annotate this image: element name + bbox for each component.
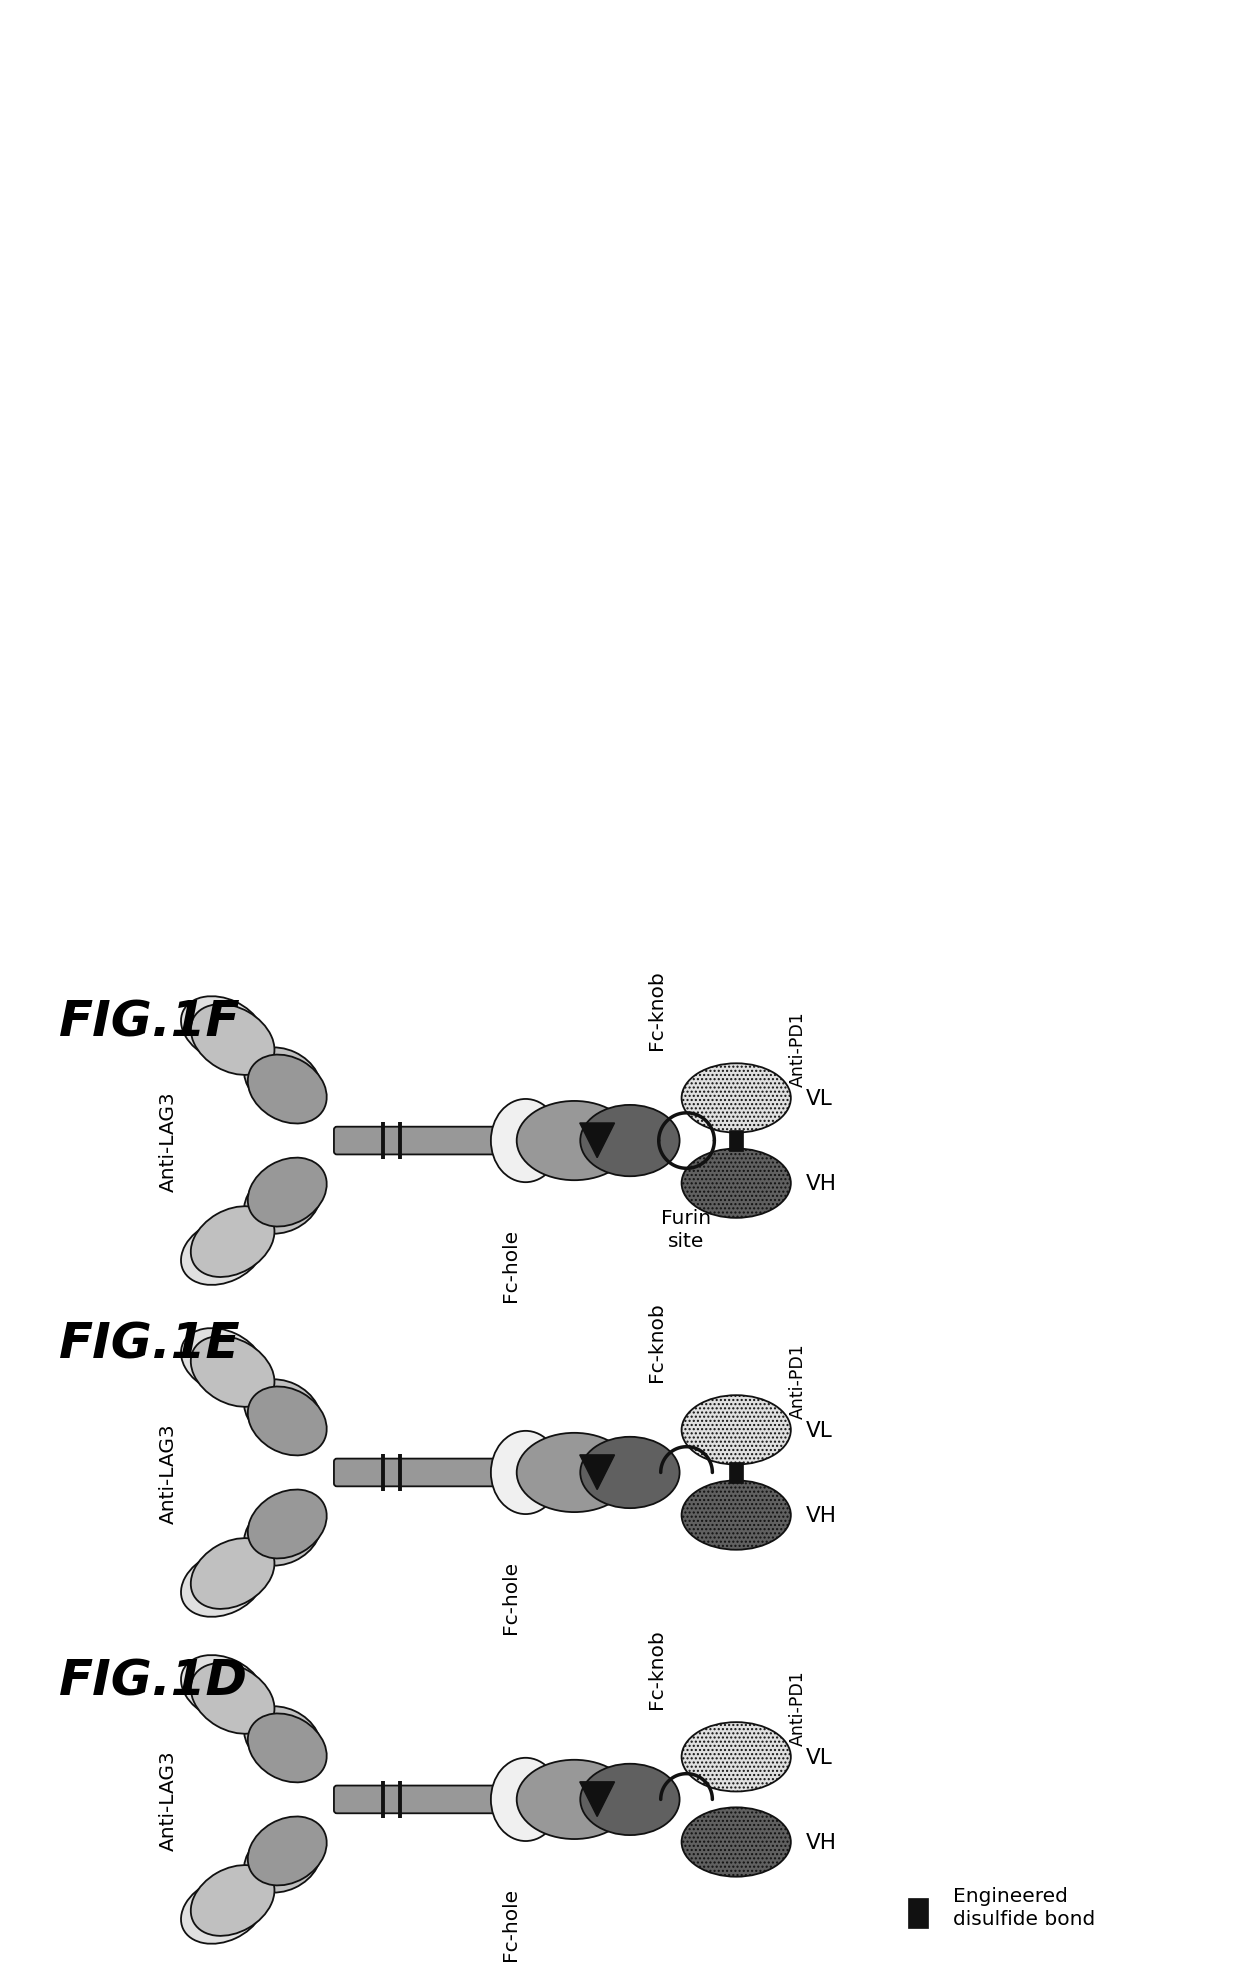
- Text: Engineered: Engineered: [952, 1887, 1068, 1905]
- Ellipse shape: [248, 1490, 326, 1558]
- Ellipse shape: [580, 1106, 680, 1177]
- Ellipse shape: [244, 1379, 320, 1443]
- Ellipse shape: [248, 1387, 326, 1455]
- Text: disulfide bond: disulfide bond: [952, 1909, 1095, 1928]
- Ellipse shape: [682, 1808, 791, 1877]
- Text: FIG.1D: FIG.1D: [58, 1657, 248, 1705]
- FancyBboxPatch shape: [334, 1128, 518, 1156]
- Ellipse shape: [491, 1100, 560, 1183]
- Ellipse shape: [682, 1150, 791, 1219]
- Ellipse shape: [244, 1171, 320, 1235]
- Ellipse shape: [517, 1433, 632, 1512]
- Ellipse shape: [491, 1431, 560, 1514]
- Text: Fc-knob: Fc-knob: [647, 969, 666, 1050]
- Ellipse shape: [244, 1829, 320, 1893]
- FancyBboxPatch shape: [729, 1130, 743, 1152]
- Text: FIG.1E: FIG.1E: [58, 1320, 241, 1368]
- Text: Fc-knob: Fc-knob: [647, 1629, 666, 1708]
- Ellipse shape: [682, 1481, 791, 1550]
- Text: VL: VL: [806, 1421, 832, 1441]
- Ellipse shape: [517, 1102, 632, 1181]
- Ellipse shape: [580, 1437, 680, 1508]
- Ellipse shape: [191, 1336, 274, 1407]
- Ellipse shape: [181, 997, 264, 1064]
- Ellipse shape: [181, 1877, 264, 1944]
- Ellipse shape: [181, 1328, 264, 1395]
- Ellipse shape: [517, 1760, 632, 1839]
- FancyBboxPatch shape: [334, 1459, 518, 1486]
- FancyBboxPatch shape: [729, 1463, 743, 1485]
- Ellipse shape: [244, 1048, 320, 1112]
- Text: VH: VH: [806, 1504, 837, 1526]
- Ellipse shape: [181, 1219, 264, 1284]
- Ellipse shape: [491, 1758, 560, 1841]
- Polygon shape: [580, 1124, 615, 1157]
- Text: Anti-LAG3: Anti-LAG3: [159, 1423, 177, 1522]
- Text: Fc-hole: Fc-hole: [501, 1229, 521, 1302]
- FancyBboxPatch shape: [334, 1786, 518, 1814]
- Ellipse shape: [191, 1005, 274, 1076]
- Ellipse shape: [181, 1550, 264, 1617]
- Ellipse shape: [181, 1655, 264, 1722]
- Text: Fc-hole: Fc-hole: [501, 1887, 521, 1960]
- Text: Fc-hole: Fc-hole: [501, 1560, 521, 1633]
- Text: Anti-LAG3: Anti-LAG3: [159, 1090, 177, 1191]
- Ellipse shape: [191, 1663, 274, 1734]
- Text: Fc-knob: Fc-knob: [647, 1302, 666, 1381]
- Ellipse shape: [244, 1707, 320, 1770]
- Text: Furin
site: Furin site: [661, 1209, 712, 1251]
- Ellipse shape: [248, 1817, 326, 1885]
- Ellipse shape: [682, 1395, 791, 1465]
- Ellipse shape: [682, 1722, 791, 1792]
- Ellipse shape: [248, 1054, 326, 1124]
- Text: VL: VL: [806, 1746, 832, 1766]
- Ellipse shape: [191, 1865, 274, 1936]
- Polygon shape: [580, 1782, 615, 1817]
- Ellipse shape: [191, 1207, 274, 1276]
- Ellipse shape: [244, 1502, 320, 1566]
- Text: FIG.1F: FIG.1F: [58, 999, 241, 1046]
- Text: Anti-PD1: Anti-PD1: [789, 1011, 807, 1086]
- Ellipse shape: [191, 1538, 274, 1609]
- Ellipse shape: [248, 1157, 326, 1227]
- Ellipse shape: [682, 1064, 791, 1134]
- Text: Anti-PD1: Anti-PD1: [789, 1669, 807, 1744]
- Ellipse shape: [248, 1714, 326, 1782]
- FancyBboxPatch shape: [908, 1899, 928, 1928]
- Text: Anti-PD1: Anti-PD1: [789, 1342, 807, 1419]
- Text: VL: VL: [806, 1088, 832, 1108]
- Ellipse shape: [580, 1764, 680, 1835]
- Text: VH: VH: [806, 1831, 837, 1851]
- Text: Anti-LAG3: Anti-LAG3: [159, 1750, 177, 1849]
- Polygon shape: [580, 1455, 615, 1490]
- Text: VH: VH: [806, 1173, 837, 1193]
